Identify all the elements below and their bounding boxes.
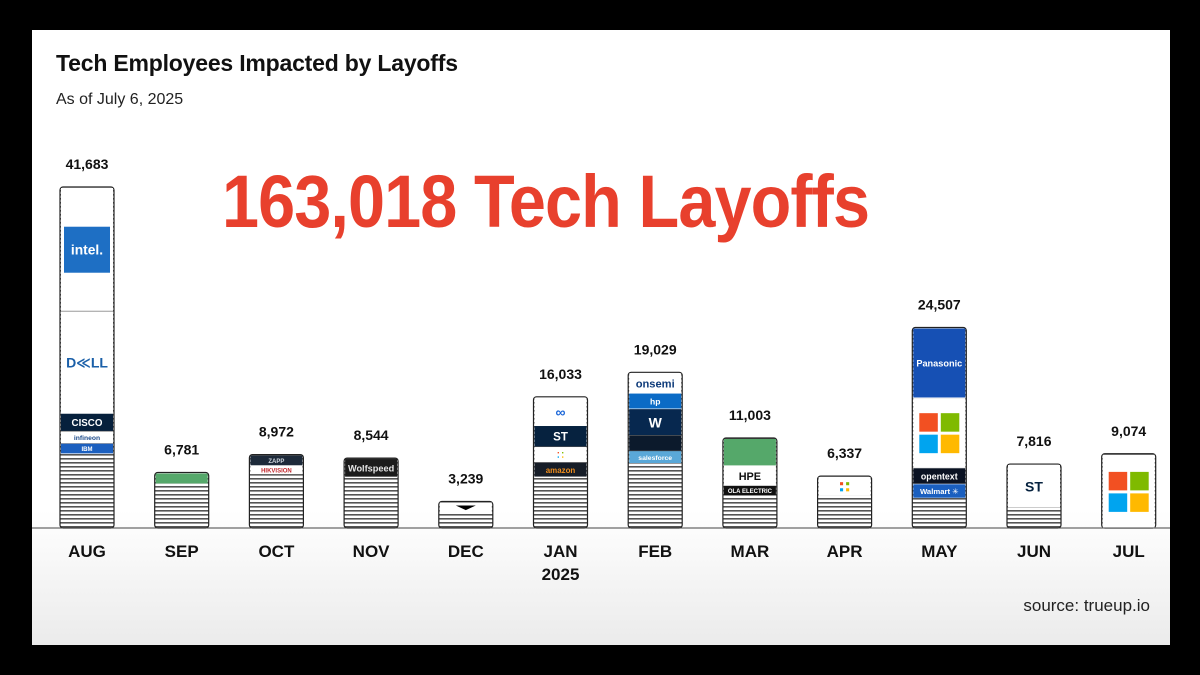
- bar-jul: 9,074 JUL: [1101, 423, 1157, 561]
- logo-text: opentext: [921, 471, 958, 481]
- layoffs-bar-chart: intel. D≪LL CISCO infineon IBM 41,683 AUG 6,781…: [32, 156, 1170, 584]
- value-label: 8,972: [259, 424, 294, 440]
- logo-ibm: IBM: [61, 443, 113, 454]
- category-label: JUN: [1017, 542, 1051, 561]
- logo-text: ZAPP: [268, 459, 284, 465]
- logo-green-block: [155, 473, 208, 484]
- logo-text: OLA ELECTRIC: [728, 489, 773, 495]
- logo-meta: ∞: [534, 397, 587, 426]
- logo-intel: intel.: [61, 188, 113, 311]
- logo-text: HIKVISION: [261, 468, 292, 474]
- logo-amazon: amazon: [534, 462, 587, 477]
- value-label: 24,507: [918, 297, 961, 313]
- value-label: 7,816: [1016, 433, 1051, 449]
- logo-hikvision: HIKVISION: [250, 465, 303, 474]
- bar-nov: Wolfspeed 8,544 NOV: [343, 427, 399, 561]
- logo-hp: hp: [629, 393, 682, 409]
- logo-text: W: [649, 414, 663, 430]
- logo-text: salesforce: [638, 455, 672, 462]
- category-label: JUL: [1113, 542, 1145, 561]
- logo-text: intel.: [71, 243, 103, 258]
- bar-mar: HPE OLA ELECTRIC 11,003 MAR: [722, 407, 778, 561]
- logo-walmart: Walmart ✳: [913, 484, 966, 498]
- logo-text: infineon: [74, 435, 100, 442]
- category-label: AUG: [68, 542, 106, 561]
- logo-text: Walmart ✳: [920, 487, 959, 496]
- logo-dell: D≪LL: [61, 311, 113, 414]
- logo-hpe: HPE: [723, 465, 776, 486]
- logo-wayfair: W: [629, 409, 682, 435]
- value-label: 16,033: [539, 366, 582, 382]
- category-label: APR: [827, 542, 863, 561]
- category-label: DEC: [448, 542, 484, 561]
- category-label: MAY: [921, 542, 958, 561]
- bar-oct: ZAPP HIKVISION 8,972 OCT: [248, 424, 304, 561]
- category-label: JAN: [543, 542, 577, 561]
- value-label: 9,074: [1111, 423, 1146, 439]
- logo-text: D≪LL: [66, 355, 108, 371]
- logo-text: onsemi: [636, 378, 675, 390]
- logo-ola-electric: OLA ELECTRIC: [723, 485, 776, 496]
- logo-text: ST: [553, 432, 568, 444]
- source-note: source: trueup.io: [1023, 596, 1150, 615]
- logo-text: ST: [1025, 479, 1043, 495]
- logo-text: Panasonic: [916, 359, 962, 369]
- microsoft-logo-icon: [840, 482, 850, 492]
- logo-panasonic: Panasonic: [913, 328, 966, 398]
- headline-total: 163,018 Tech Layoffs: [222, 160, 870, 243]
- chart-title: Tech Employees Impacted by Layoffs: [56, 50, 458, 76]
- value-label: 11,003: [729, 407, 771, 423]
- logo-wolfspeed: Wolfspeed: [345, 459, 398, 477]
- logo-text: amazon: [546, 466, 576, 475]
- logo-onsemi: onsemi: [629, 373, 682, 393]
- logo-microsoft: [818, 477, 871, 496]
- logo-text: IBM: [82, 447, 93, 453]
- bar-may: Panasonic opentext Walmart ✳ 24,507 MAY: [911, 297, 967, 561]
- bar-body: [248, 454, 304, 529]
- chart-panel: Tech Employees Impacted by Layoffs As of…: [32, 30, 1170, 645]
- value-label: 8,544: [354, 427, 389, 443]
- microsoft-logo-icon: [1108, 471, 1149, 512]
- category-sublabel: 2025: [542, 565, 580, 584]
- bar-jun: ST 7,816 JUN: [1006, 433, 1062, 561]
- value-label: 6,337: [827, 445, 862, 461]
- bar-jan: ∞ ST amazon 16,033 JAN 2025: [532, 366, 589, 584]
- category-label: FEB: [638, 542, 672, 561]
- chart-subtitle: As of July 6, 2025: [56, 91, 184, 108]
- value-label: 6,781: [164, 442, 199, 458]
- category-label: OCT: [258, 542, 295, 561]
- logo-opentext: opentext: [913, 468, 966, 484]
- logo-infineon: infineon: [61, 431, 113, 444]
- logo-salesforce: salesforce: [629, 451, 682, 464]
- value-label: 3,239: [448, 471, 483, 487]
- logo-microsoft: [534, 447, 587, 463]
- value-label: 19,029: [634, 341, 677, 357]
- bar-sep: 6,781 SEP: [154, 442, 210, 561]
- logo-text: CISCO: [72, 418, 103, 429]
- category-label: NOV: [353, 542, 391, 561]
- logo-st: ST: [534, 426, 587, 447]
- logo-dark-block: [629, 435, 682, 451]
- logo-zapp: ZAPP: [250, 455, 303, 466]
- logo-microsoft: [1102, 454, 1155, 529]
- logo-st: ST: [1008, 465, 1060, 508]
- logo-cisco: CISCO: [61, 413, 113, 431]
- category-label: SEP: [165, 542, 199, 561]
- value-label: 41,683: [66, 156, 109, 172]
- logo-text: ∞: [556, 404, 566, 420]
- logo-microsoft: [913, 398, 966, 468]
- bar-apr: 6,337 APR: [816, 445, 873, 561]
- logo-text: Wolfspeed: [348, 464, 394, 474]
- microsoft-logo-icon: [919, 413, 960, 454]
- bar-aug: intel. D≪LL CISCO infineon IBM 41,683 AUG: [59, 156, 115, 561]
- logo-text: HPE: [739, 471, 761, 483]
- bar-dec: 3,239 DEC: [438, 471, 494, 561]
- logo-green-block: [723, 438, 776, 466]
- category-label: MAR: [731, 542, 770, 561]
- logo-text: hp: [650, 396, 660, 406]
- microsoft-logo-icon: [557, 452, 564, 458]
- logo-v-mark: [439, 502, 492, 513]
